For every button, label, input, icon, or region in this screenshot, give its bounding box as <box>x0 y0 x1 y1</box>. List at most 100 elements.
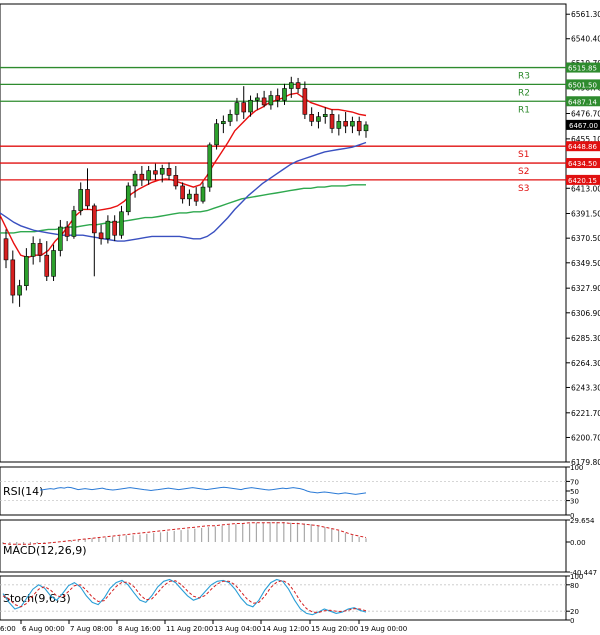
candle-body <box>302 88 308 115</box>
y-tick-label: 30 <box>570 498 579 506</box>
level-price-label: 6487.14 <box>568 98 597 106</box>
time-axis: 6:00 6 Aug 00:00 7 Aug 08:00 8 Aug 16:00 11 … <box>0 620 407 633</box>
candle-body <box>288 82 294 89</box>
candle-body <box>92 205 97 234</box>
y-tick-label: 100 <box>570 573 583 581</box>
candle-body <box>329 114 335 129</box>
y-tick-label: 6349.50 <box>571 259 600 268</box>
candle-body <box>85 189 90 207</box>
candle-body <box>173 175 179 187</box>
candle-body <box>282 88 287 101</box>
candle-body <box>350 121 355 127</box>
candle-body <box>58 226 63 251</box>
y-tick-label: 6243.30 <box>571 383 600 392</box>
candle-body <box>64 226 70 237</box>
level-name-s3: S3 <box>518 184 529 194</box>
y-tick-label: 6540.40 <box>571 35 600 44</box>
y-tick-label: 6561.30 <box>571 10 600 19</box>
main-price-panel[interactable]: 6561.306540.406519.706498.706476.706455.… <box>0 3 600 467</box>
x-tick-label: 14 Aug 12:00 <box>262 625 309 633</box>
indicator-title: MACD(12,26,9) <box>3 544 87 557</box>
x-tick-label: 19 Aug 00:00 <box>360 625 407 633</box>
candle-body <box>3 238 9 261</box>
candle-body <box>146 170 151 181</box>
y-tick-label: 6306.90 <box>571 309 600 318</box>
y-tick-label: 6391.50 <box>571 210 600 219</box>
candle-body <box>268 95 274 106</box>
x-tick-label: 7 Aug 08:00 <box>70 625 113 633</box>
candle-body <box>200 186 206 202</box>
stoch-d-line <box>2 579 367 614</box>
indicator-title: Stoch(9,6,3) <box>3 592 71 605</box>
y-tick-label: 0 <box>570 512 574 520</box>
macd-panel[interactable]: 29.654 0.00 -40.447 MACD(12,26,9) <box>0 517 597 577</box>
candle-body <box>336 121 342 129</box>
candle-body <box>316 116 321 122</box>
y-tick-label: 20 <box>570 608 579 616</box>
x-tick-label-edge: 6:00 <box>0 625 16 633</box>
candle-body <box>153 170 158 175</box>
rsi-panel[interactable]: 100 70 50 30 0 RSI(14) <box>0 464 583 520</box>
candle-body <box>234 102 240 115</box>
level-price-tag <box>566 96 600 107</box>
candle-body <box>71 210 77 237</box>
candle-body <box>227 114 233 122</box>
level-price-label: 6515.85 <box>568 65 597 73</box>
y-tick-label: 6455.10 <box>571 135 600 144</box>
x-tick-label: 13 Aug 04:00 <box>214 625 261 633</box>
candle-body <box>255 97 260 101</box>
candle-body <box>44 254 50 277</box>
panel-frame <box>0 519 567 573</box>
candle-body <box>214 123 219 146</box>
candle-body <box>221 121 226 125</box>
level-name-r1: R1 <box>518 105 530 115</box>
y-tick-label: 6327.90 <box>571 284 600 293</box>
level-price-tag <box>566 158 600 169</box>
candle-body <box>363 124 369 132</box>
x-tick-label: 8 Aug 16:00 <box>118 625 161 633</box>
level-name-r2: R2 <box>518 88 530 98</box>
y-tick-label: 6476.70 <box>571 110 600 119</box>
y-tick-label: 70 <box>570 478 579 486</box>
candle-body <box>125 185 131 213</box>
candle-body <box>180 185 185 200</box>
candle-body <box>241 102 247 113</box>
y-tick-label: 6285.30 <box>571 334 600 343</box>
candle-body <box>275 95 280 101</box>
level-price-label: 6448.86 <box>568 143 597 151</box>
level-price-label: 6501.50 <box>568 81 597 89</box>
panel-frame <box>0 466 567 516</box>
candle-body <box>343 121 348 127</box>
y-tick-label: 6264.30 <box>571 359 600 368</box>
y-tick-label: 6221.70 <box>571 409 600 418</box>
candle-body <box>322 114 328 117</box>
x-tick-label: 15 Aug 20:00 <box>311 625 358 633</box>
candle-body <box>112 220 117 236</box>
y-tick-label: 80 <box>570 582 579 590</box>
candle-body <box>10 259 16 296</box>
candle-body <box>159 168 165 175</box>
candle-body <box>30 243 36 257</box>
level-price-tag <box>566 174 600 185</box>
candle-body <box>51 250 56 277</box>
candle-body <box>248 99 253 113</box>
level-name-r3: R3 <box>518 72 530 82</box>
candle-body <box>356 121 362 132</box>
level-price-tag <box>566 79 600 90</box>
y-tick-label: 100 <box>570 464 583 472</box>
level-price-tag <box>566 62 600 73</box>
candle-body <box>166 168 172 176</box>
candle-body <box>187 193 192 200</box>
candle-body <box>309 114 314 122</box>
y-tick-label: 6200.70 <box>571 433 600 442</box>
rsi-line <box>39 486 367 495</box>
candle-body <box>207 144 213 188</box>
main-panel-frame <box>0 3 567 463</box>
candle-body <box>132 173 138 187</box>
stoch-k-line <box>2 578 367 616</box>
x-tick-label: 6 Aug 00:00 <box>22 625 65 633</box>
y-tick-label: 0 <box>570 617 574 625</box>
candle-body <box>78 189 84 211</box>
